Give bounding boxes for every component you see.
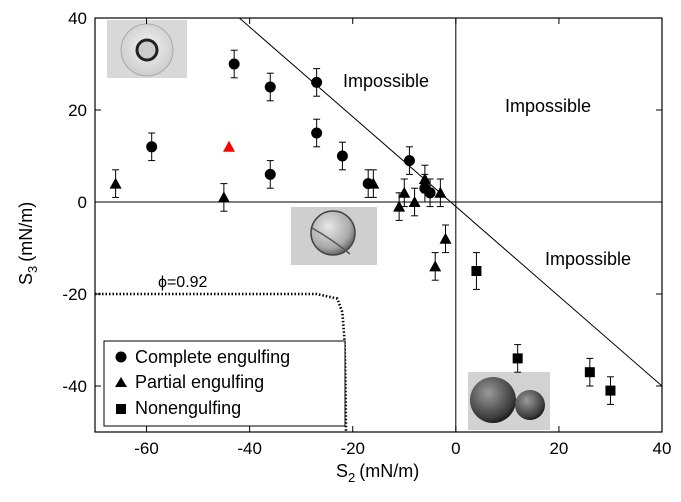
legend-label-partial: Partial engulfing (135, 372, 264, 392)
data-point-triangle (429, 260, 442, 272)
y-tick-label: -40 (62, 377, 87, 396)
inset-complete-engulfing-photo (107, 20, 187, 78)
data-point-circle (228, 58, 240, 70)
highlight-point-triangle (223, 140, 236, 152)
plot-frame (94, 17, 663, 433)
data-point-triangle (434, 186, 447, 198)
x-axis-unit: (mN/m) (359, 461, 419, 481)
legend-marker-circle (115, 351, 127, 363)
y-axis-title: S3 (mN/m) (16, 202, 40, 285)
x-axis-subscript: 2 (348, 470, 355, 485)
data-point-triangle (418, 173, 431, 184)
inset-nonengulfing-photo (468, 372, 550, 430)
legend-box (103, 340, 346, 427)
y-tick-label: 40 (68, 9, 87, 28)
data-point-triangle (439, 232, 452, 244)
data-point-triangle (398, 186, 411, 198)
x-tick-label: 40 (653, 439, 672, 458)
data-point-circle (311, 76, 323, 88)
x-tick-label: -60 (134, 439, 159, 458)
x-tick-label: -40 (237, 439, 262, 458)
region-label-impossible-top: Impossible (343, 71, 429, 91)
y-axis-unit: (mN/m) (16, 202, 36, 262)
data-point-square (584, 367, 595, 378)
data-point-circle (424, 187, 436, 199)
data-point-circle (146, 141, 158, 153)
region-label-impossible-right: Impossible (505, 96, 591, 116)
x-axis-title: S2 (mN/m) (336, 461, 419, 485)
data-point-triangle (217, 191, 230, 203)
y-tick-label: -20 (62, 285, 87, 304)
x-tick-label: -20 (340, 439, 365, 458)
data-point-triangle (367, 177, 380, 189)
data-point-circle (264, 81, 276, 93)
data-point-triangle (393, 200, 406, 212)
data-point-circle (311, 127, 323, 139)
region-label-impossible-lower: Impossible (545, 249, 631, 269)
data-point-circle (336, 150, 348, 162)
y-axis-subscript: 3 (25, 266, 40, 273)
data-point-square (605, 385, 616, 396)
legend-marker-triangle (115, 377, 127, 387)
x-tick-label: 20 (549, 439, 568, 458)
data-point-circle (403, 155, 415, 167)
curve-label-phi: ϕ=0.92 (158, 274, 208, 291)
legend-label-complete: Complete engulfing (135, 347, 290, 367)
y-tick-label: 0 (78, 193, 87, 212)
legend-marker-square (116, 404, 126, 414)
y-axis-symbol: S (16, 273, 36, 285)
data-point-triangle (109, 177, 122, 189)
data-point-circle (264, 168, 276, 180)
y-tick-label: 20 (68, 101, 87, 120)
data-point-square (471, 266, 482, 276)
phi-dotted-curve (95, 292, 348, 432)
inset-partial-engulfing-photo (291, 207, 377, 265)
legend-label-nonengulfing: Nonengulfing (135, 398, 241, 418)
x-tick-label: 0 (451, 439, 460, 458)
legend: Complete engulfing Partial engulfing Non… (103, 340, 346, 427)
x-axis-symbol: S (336, 461, 348, 481)
data-point-triangle (408, 196, 421, 207)
data-point-square (512, 353, 523, 364)
